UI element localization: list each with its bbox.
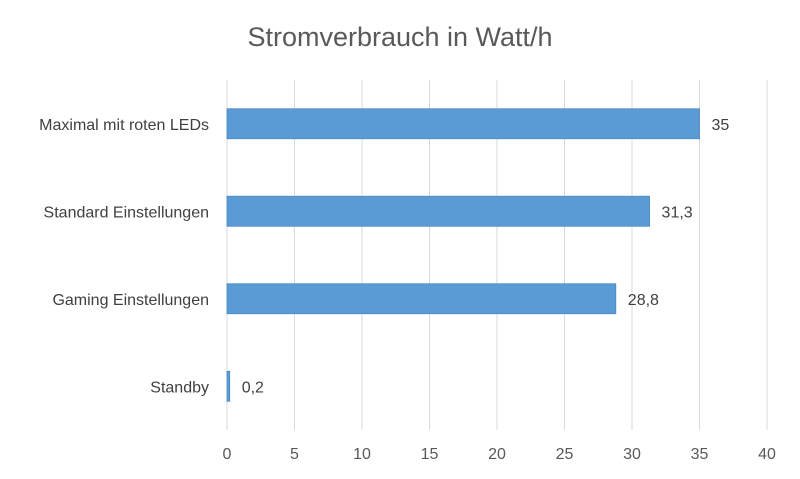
x-tick-label: 30 bbox=[623, 446, 641, 463]
labels: 0 5 10 15 20 25 30 35 40 Maximal mit roten LEDs 35… bbox=[39, 117, 776, 463]
bar bbox=[226, 108, 700, 140]
bar bbox=[226, 195, 650, 227]
data-label: 35 bbox=[712, 117, 730, 134]
bar bbox=[226, 370, 231, 402]
category-label: Gaming Einstellungen bbox=[52, 292, 209, 309]
x-tick-label: 35 bbox=[691, 446, 709, 463]
bars bbox=[226, 108, 700, 402]
data-label: 0,2 bbox=[242, 379, 264, 396]
x-tick-label: 40 bbox=[758, 446, 776, 463]
category-label: Maximal mit roten LEDs bbox=[39, 117, 209, 134]
data-label: 28,8 bbox=[628, 292, 659, 309]
x-tick-label: 25 bbox=[556, 446, 574, 463]
x-tick-label: 20 bbox=[488, 446, 506, 463]
x-tick-label: 0 bbox=[223, 446, 232, 463]
x-tick-label: 5 bbox=[290, 446, 299, 463]
x-tick-label: 15 bbox=[421, 446, 439, 463]
category-label: Standard Einstellungen bbox=[44, 204, 209, 221]
x-tick-label: 10 bbox=[353, 446, 371, 463]
chart-title: Stromverbrauch in Watt/h bbox=[247, 22, 552, 52]
bar bbox=[226, 283, 617, 315]
data-label: 31,3 bbox=[662, 204, 693, 221]
category-label: Standby bbox=[150, 379, 209, 396]
